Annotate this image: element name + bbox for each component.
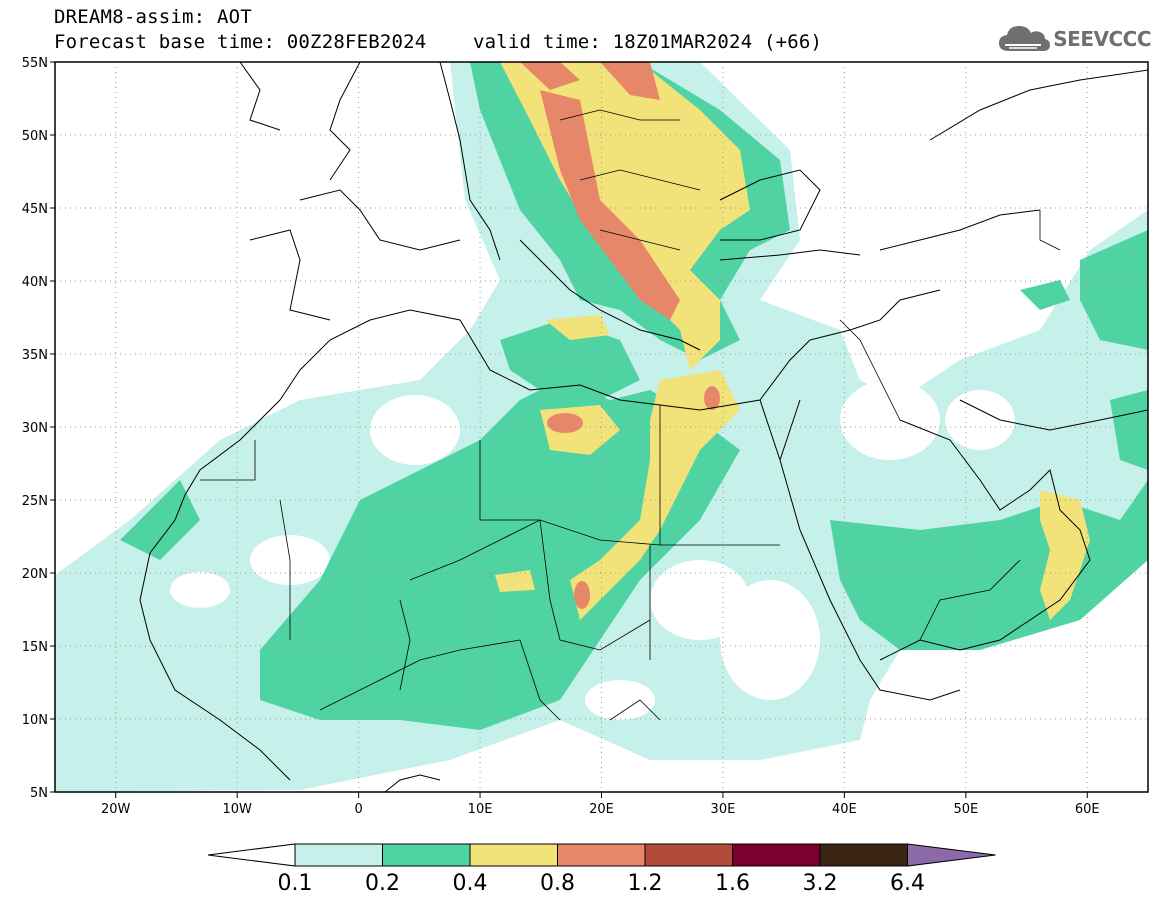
- borders: [200, 109, 1061, 721]
- colorbar-low-arrow: [207, 843, 296, 867]
- graticule: [55, 62, 1148, 792]
- lat-label: 10N: [22, 713, 48, 728]
- colorbar-cell: [294, 843, 383, 867]
- lat-label: 35N: [22, 348, 48, 363]
- colorbar-cell: [732, 843, 821, 867]
- forecast-time-line: Forecast base time: 00Z28FEB2024 valid t…: [54, 31, 823, 53]
- lat-label: 20N: [22, 567, 48, 582]
- cloud-icon: [999, 26, 1051, 51]
- colorbar-level-label: 0.2: [365, 871, 400, 896]
- latitude-axis: 55N 50N 45N 40N 35N 30N 25N 20N 15N 10N 5N: [22, 56, 55, 801]
- lat-label: 45N: [22, 202, 48, 217]
- lat-label: 25N: [22, 494, 48, 509]
- lat-label: 30N: [22, 421, 48, 436]
- lon-label: 30E: [711, 802, 736, 817]
- lon-label: 60E: [1075, 802, 1100, 817]
- lat-label: 50N: [22, 129, 48, 144]
- lon-label: 0: [354, 802, 362, 817]
- colorbar-level-label: 0.8: [540, 871, 575, 896]
- colorbar-cell: [382, 843, 471, 867]
- lon-label: 10E: [468, 802, 493, 817]
- logo-text: SEEVCCC: [1053, 27, 1151, 51]
- colorbar-level-label: 1.6: [715, 871, 750, 896]
- colorbar-cell: [557, 843, 646, 867]
- lat-label: 40N: [22, 275, 48, 290]
- lon-label: 20W: [101, 802, 131, 817]
- lon-label: 20E: [589, 802, 614, 817]
- colorbar-high-arrow: [907, 843, 996, 867]
- lon-label: 40E: [832, 802, 857, 817]
- colorbar-level-label: 3.2: [803, 871, 838, 896]
- colorbar-cell: [644, 843, 733, 867]
- colorbar-level-label: 0.1: [278, 871, 313, 896]
- lat-label: 55N: [22, 56, 48, 71]
- colorbar-level-label: 0.4: [453, 871, 488, 896]
- colorbar-cell: [819, 843, 908, 867]
- aot-class-0.8-1.2: [520, 62, 720, 609]
- lon-label: 10W: [222, 802, 252, 817]
- map-title: DREAM8-assim: AOT: [54, 6, 252, 28]
- coastlines: [139, 62, 1148, 792]
- longitude-axis: 20W 10W 0 10E 20E 30E 40E 50E 60E: [101, 792, 1100, 817]
- seevccc-logo: SEEVCCC: [997, 22, 1151, 56]
- lon-label: 50E: [953, 802, 978, 817]
- colorbar-cell: [469, 843, 558, 867]
- lat-label: 5N: [30, 786, 48, 801]
- colorbar-level-label: 1.2: [628, 871, 663, 896]
- colorbar-level-label: 6.4: [890, 871, 925, 896]
- lat-label: 15N: [22, 640, 48, 655]
